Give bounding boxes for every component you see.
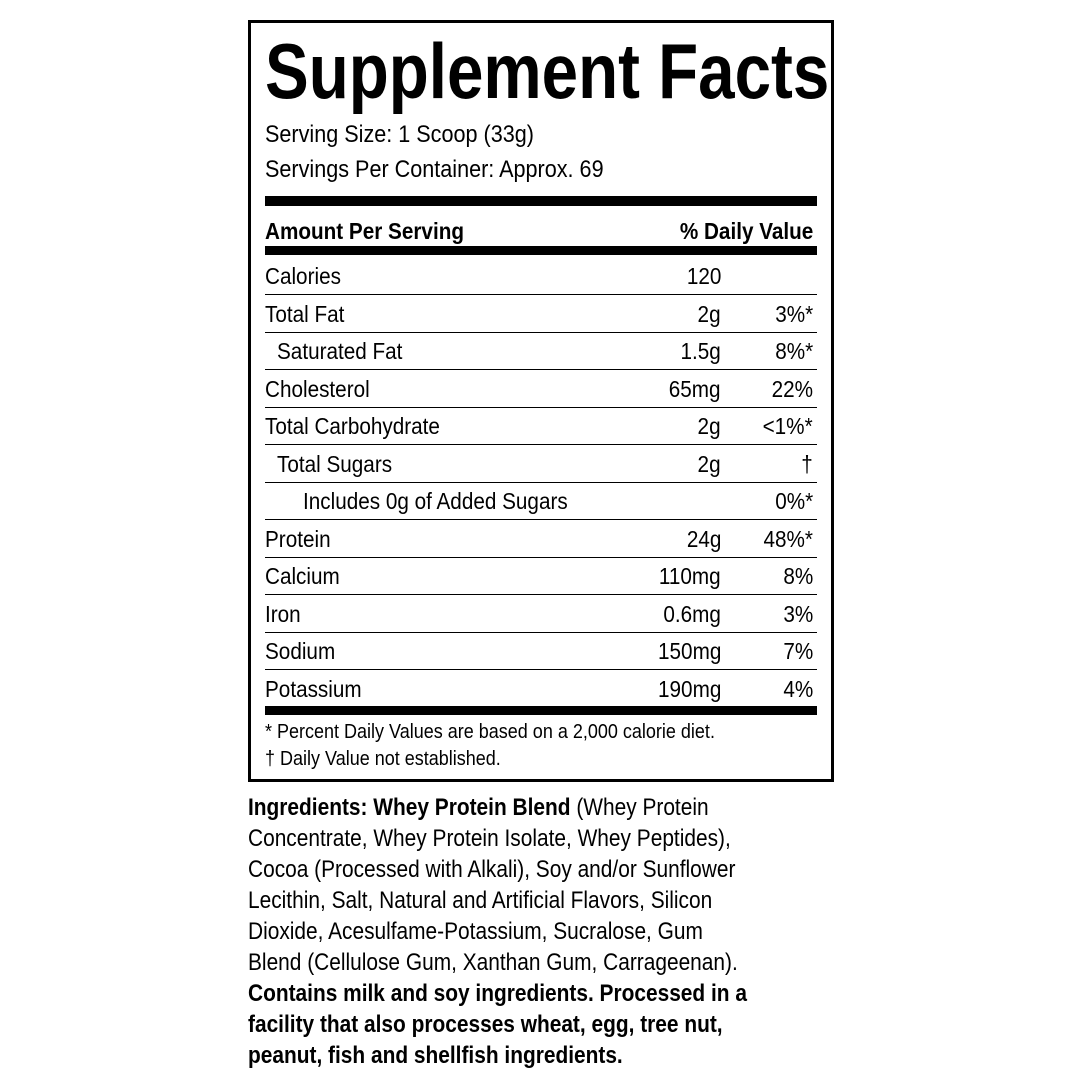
nutrient-row: Calcium 110mg 8%: [265, 558, 817, 595]
nutrient-daily-value: 0%*: [775, 488, 813, 514]
table-header: Amount Per Serving % Daily Value: [265, 216, 817, 246]
nutrient-amount: 150mg: [657, 638, 721, 664]
nutrient-amount: 1.5g: [680, 338, 721, 364]
bold-text: Contains milk and soy ingredients. Proce…: [248, 980, 747, 1007]
nutrient-daily-value: 7%: [783, 638, 813, 664]
nutrient-row: Calories 120: [265, 258, 817, 295]
nutrient-daily-value: 8%: [783, 563, 813, 589]
nutrient-row: Includes 0g of Added Sugars 0%*: [265, 483, 817, 520]
footnote-text: † Daily Value not established.: [265, 748, 501, 770]
nutrient-amount: 120: [686, 263, 721, 289]
nutrient-daily-value: †: [801, 450, 813, 477]
ingredients-line: Blend (Cellulose Gum, Xanthan Gum, Carra…: [248, 947, 822, 978]
nutrient-label: Total Carbohydrate: [265, 413, 440, 439]
nutrient-label: Potassium: [265, 675, 362, 702]
text: Cocoa (Processed with Alkali), Soy and/o…: [248, 856, 736, 883]
nutrient-label: Total Sugars: [277, 450, 393, 477]
thick-divider: [265, 706, 817, 715]
nutrient-row: Cholesterol 65mg 22%: [265, 371, 817, 408]
nutrient-row: Iron 0.6mg 3%: [265, 596, 817, 633]
nutrient-label: Protein: [265, 525, 331, 552]
nutrient-row: Potassium 190mg 4%: [265, 671, 817, 708]
nutrient-amount: 2g: [697, 450, 721, 477]
thick-divider: [265, 196, 817, 206]
ingredients-line: peanut, fish and shellfish ingredients.: [248, 1040, 822, 1071]
nutrient-amount: 2g: [697, 300, 721, 327]
nutrient-row: Saturated Fat 1.5g 8%*: [265, 333, 817, 370]
footnote: † Daily Value not established.: [265, 747, 527, 771]
ingredients-line: facility that also processes wheat, egg,…: [248, 1009, 822, 1040]
nutrient-amount: 190mg: [657, 675, 721, 702]
ingredients-text: Ingredients: Whey Protein Blend (Whey Pr…: [248, 792, 822, 1071]
nutrient-row: Sodium 150mg 7%: [265, 633, 817, 670]
thick-divider: [265, 246, 817, 255]
nutrient-label: Total Fat: [265, 300, 345, 327]
servings-per-container: Servings Per Container: Approx. 69: [265, 156, 641, 184]
ingredients-line: Dioxide, Acesulfame-Potassium, Sucralose…: [248, 916, 822, 947]
nutrient-daily-value: 48%*: [763, 525, 813, 552]
nutrient-daily-value: 4%: [783, 675, 813, 702]
nutrient-daily-value: 3%*: [775, 300, 813, 327]
nutrient-label: Calories: [265, 263, 341, 289]
nutrient-daily-value: 8%*: [775, 338, 813, 364]
nutrient-row: Total Sugars 2g †: [265, 446, 817, 483]
serving-size-text: Serving Size: 1 Scoop (33g): [265, 121, 534, 148]
nutrient-label: Saturated Fat: [277, 338, 403, 364]
text: Dioxide, Acesulfame-Potassium, Sucralose…: [248, 918, 703, 945]
bold-text: facility that also processes wheat, egg,…: [248, 1011, 723, 1038]
nutrient-amount: 110mg: [659, 563, 721, 589]
servings-text: Servings Per Container: Approx. 69: [265, 156, 604, 183]
nutrient-amount: 0.6mg: [663, 600, 721, 627]
panel-title: Supplement Facts: [265, 31, 937, 111]
footnote: * Percent Daily Values are based on a 2,…: [265, 720, 765, 744]
nutrient-label: Calcium: [265, 563, 340, 589]
nutrient-amount: 65mg: [669, 375, 721, 402]
nutrient-daily-value: <1%*: [762, 413, 813, 439]
nutrient-row: Protein 24g 48%*: [265, 521, 817, 558]
ingredients-line: Contains milk and soy ingredients. Proce…: [248, 978, 822, 1009]
serving-size: Serving Size: 1 Scoop (33g): [265, 121, 564, 149]
title-text: Supplement Facts: [265, 27, 830, 115]
footnote-text: * Percent Daily Values are based on a 2,…: [265, 721, 715, 743]
nutrient-amount: 24g: [686, 525, 721, 552]
nutrient-label: Includes 0g of Added Sugars: [303, 488, 568, 514]
text: Blend (Cellulose Gum, Xanthan Gum, Carra…: [248, 949, 738, 976]
nutrient-row: Total Carbohydrate 2g <1%*: [265, 408, 817, 445]
supplement-facts-panel: Supplement Facts Serving Size: 1 Scoop (…: [248, 20, 834, 782]
text: Lecithin, Salt, Natural and Artificial F…: [248, 887, 713, 914]
amount-header: Amount Per Serving: [265, 218, 464, 244]
bold-text: Ingredients: Whey Protein Blend: [248, 794, 571, 821]
nutrient-label: Cholesterol: [265, 375, 370, 402]
bold-text: peanut, fish and shellfish ingredients.: [248, 1042, 623, 1069]
ingredients-line: Cocoa (Processed with Alkali), Soy and/o…: [248, 854, 822, 885]
nutrient-label: Iron: [265, 600, 301, 627]
nutrient-daily-value: 22%: [771, 375, 813, 402]
ingredients-line: Ingredients: Whey Protein Blend (Whey Pr…: [248, 792, 822, 823]
nutrient-daily-value: 3%: [783, 600, 813, 627]
text: Concentrate, Whey Protein Isolate, Whey …: [248, 825, 731, 852]
ingredients-line: Concentrate, Whey Protein Isolate, Whey …: [248, 823, 822, 854]
nutrient-amount: 2g: [697, 413, 721, 439]
daily-value-header: % Daily Value: [679, 218, 813, 244]
nutrient-row: Total Fat 2g 3%*: [265, 296, 817, 333]
text: (Whey Protein: [570, 794, 709, 821]
ingredients-line: Lecithin, Salt, Natural and Artificial F…: [248, 885, 822, 916]
nutrient-label: Sodium: [265, 638, 336, 664]
